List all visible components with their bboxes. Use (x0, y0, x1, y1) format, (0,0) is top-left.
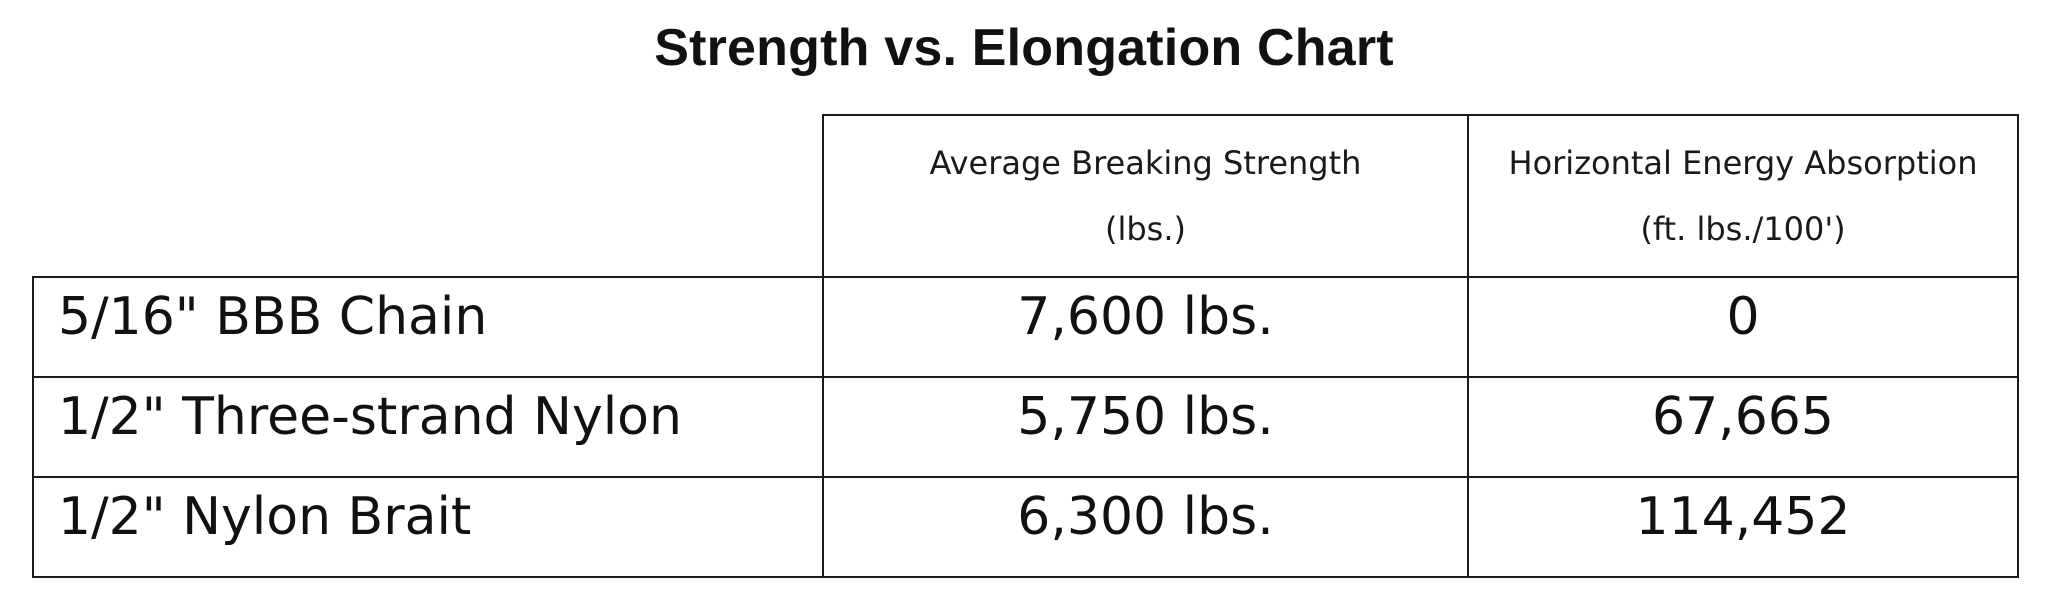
table-row: 5/16" BBB Chain 7,600 lbs. 0 (32, 276, 2019, 378)
column-header-unit: (lbs.) (1104, 210, 1186, 248)
empty-corner-cell (33, 115, 823, 277)
column-header-line: Average Breaking Strength (929, 144, 1362, 182)
breaking-strength-cell: 5,750 lbs. (822, 376, 1469, 478)
strength-elongation-table: Average Breaking Strength (lbs.) Horizon… (32, 114, 2019, 578)
table-header-row: Average Breaking Strength (lbs.) Horizon… (33, 114, 2019, 278)
energy-absorption-cell: 67,665 (1467, 376, 2019, 478)
table-row: 1/2" Three-strand Nylon 5,750 lbs. 67,66… (32, 376, 2019, 478)
row-label: 1/2" Three-strand Nylon (32, 376, 824, 478)
column-header-line: Horizontal Energy Absorption (1508, 144, 1978, 182)
energy-absorption-cell: 114,452 (1467, 476, 2019, 578)
breaking-strength-cell: 7,600 lbs. (822, 276, 1469, 378)
column-header-breaking-strength: Average Breaking Strength (lbs.) (822, 114, 1469, 278)
chart-title: Strength vs. Elongation Chart (654, 19, 1394, 77)
column-header-energy-absorption: Horizontal Energy Absorption (ft. lbs./1… (1467, 114, 2019, 278)
breaking-strength-cell: 6,300 lbs. (822, 476, 1469, 578)
table-row: 1/2" Nylon Brait 6,300 lbs. 114,452 (32, 476, 2019, 578)
row-label: 1/2" Nylon Brait (32, 476, 824, 578)
column-header-unit: (ft. lbs./100') (1640, 210, 1846, 248)
row-label: 5/16" BBB Chain (32, 276, 824, 378)
energy-absorption-cell: 0 (1467, 276, 2019, 378)
